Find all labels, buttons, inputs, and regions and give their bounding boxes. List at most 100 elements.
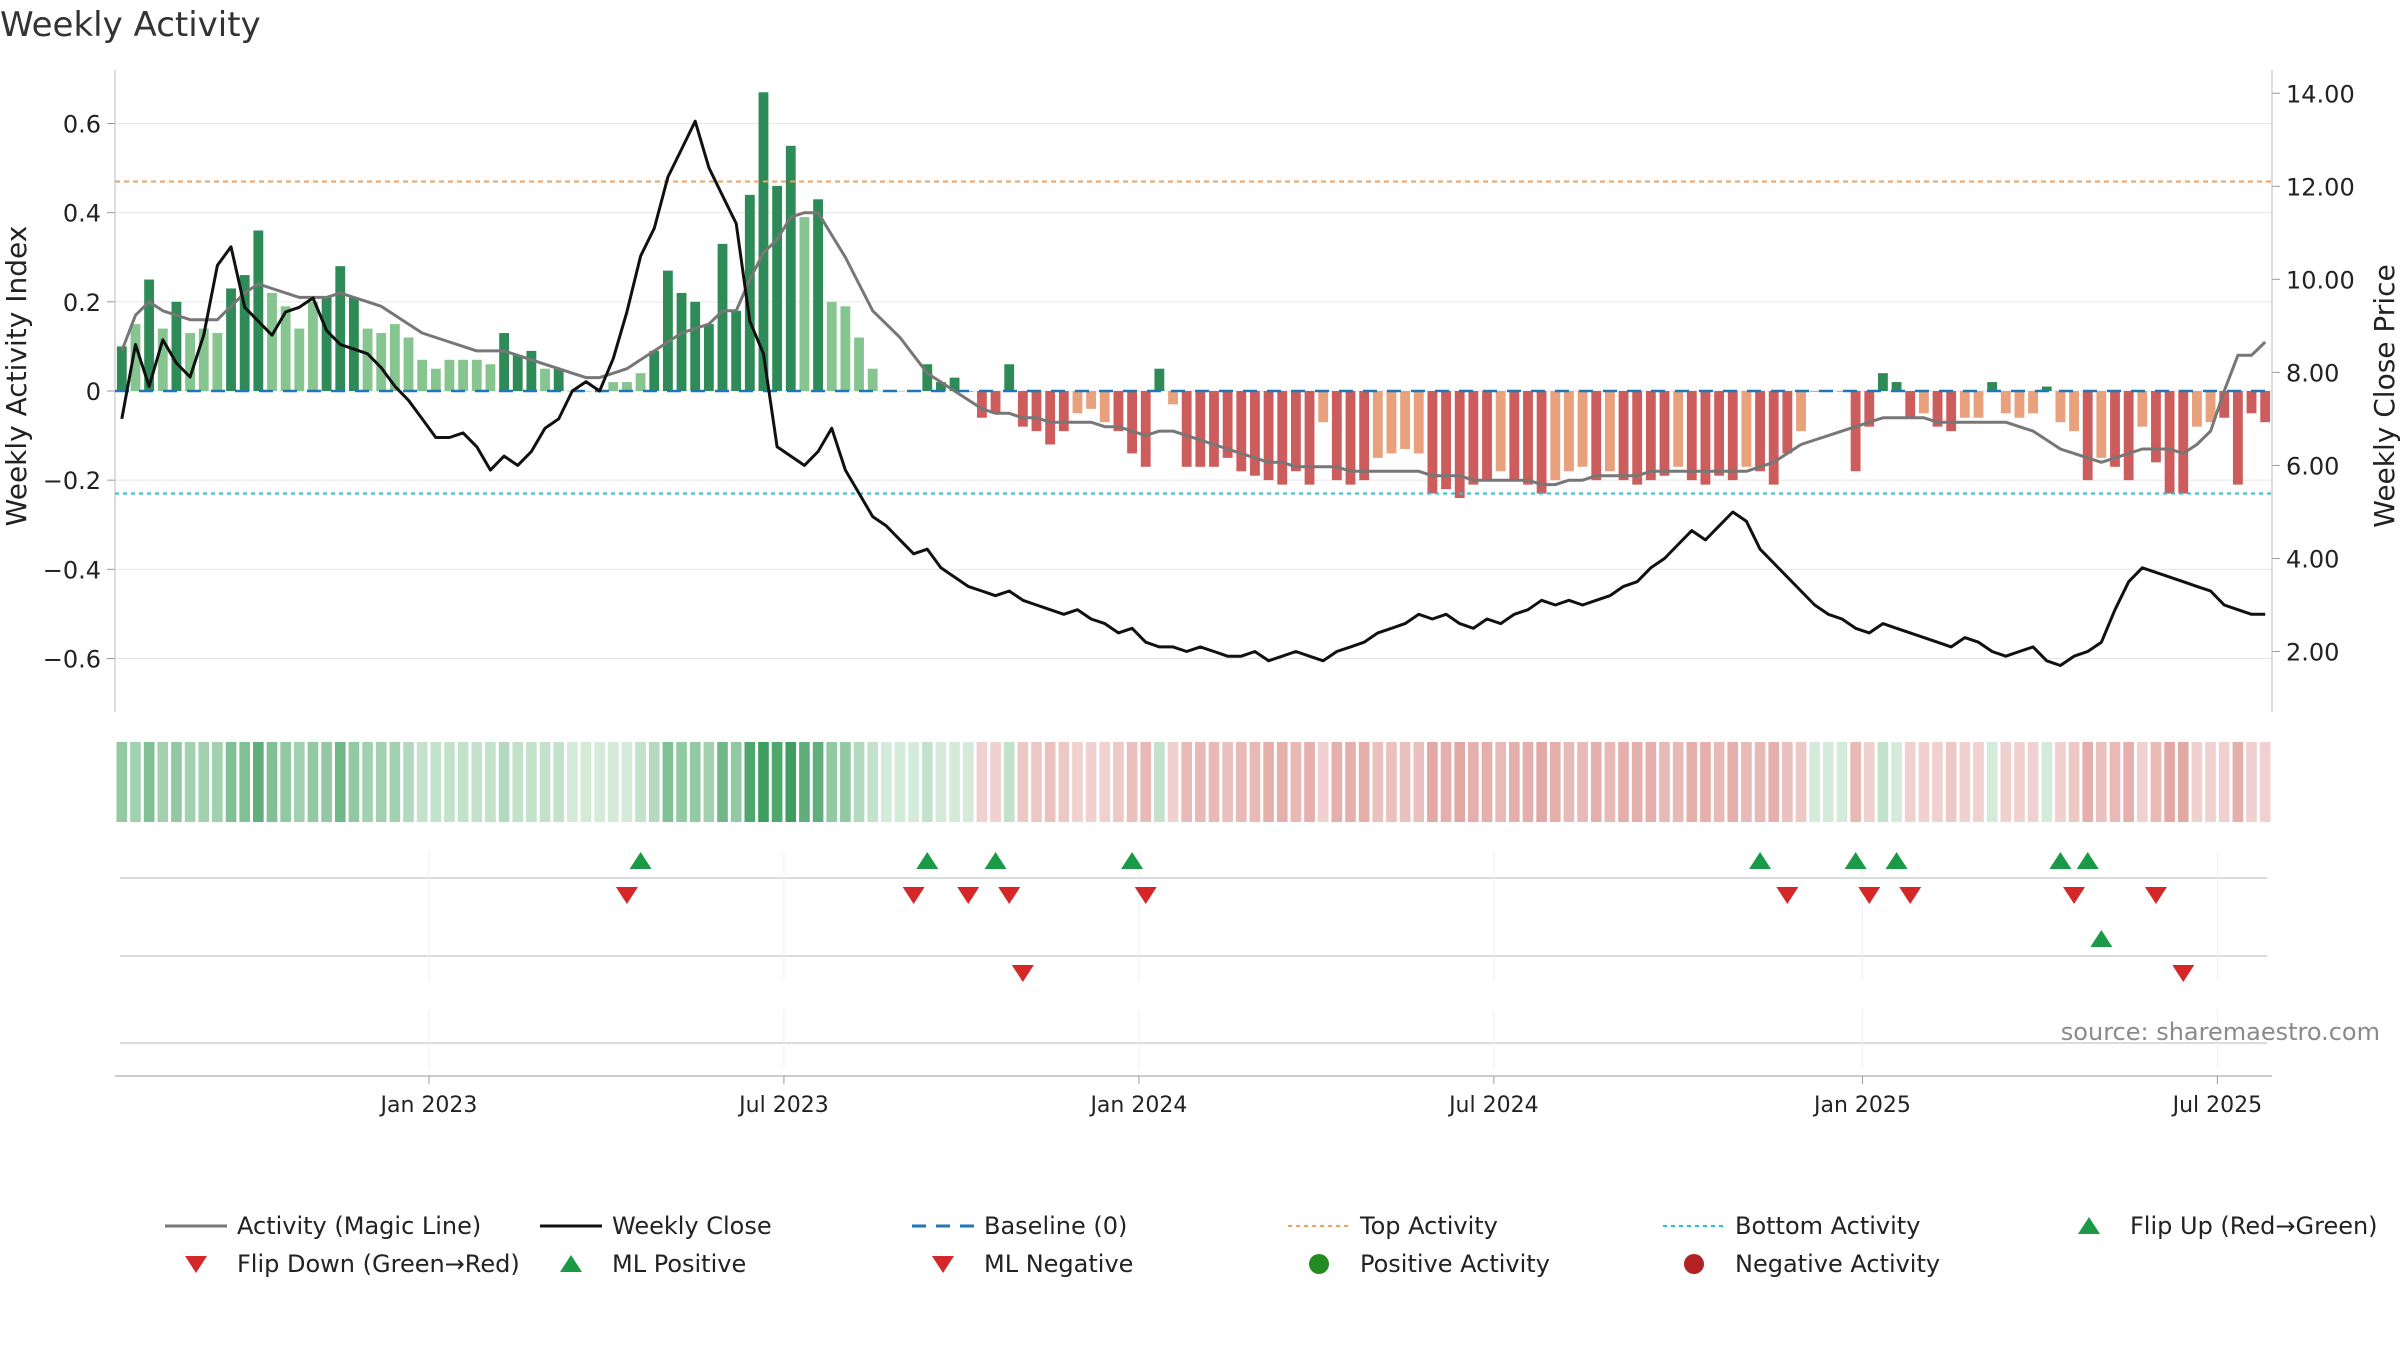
activity-bar <box>936 382 946 391</box>
legend-item: Positive Activity <box>1309 1250 1550 1278</box>
activity-bar <box>1318 391 1329 423</box>
ribbon-cell <box>307 742 319 822</box>
legend-label: Baseline (0) <box>984 1212 1127 1240</box>
ribbon-cell <box>266 742 278 822</box>
ribbon-cell <box>1891 742 1902 822</box>
ribbon-cell <box>512 742 524 822</box>
ribbon-cell <box>730 742 742 822</box>
flip-down-marker <box>615 887 638 904</box>
activity-bar <box>772 185 783 391</box>
ribbon-cell <box>921 742 933 822</box>
activity-bar <box>253 230 264 391</box>
activity-bar <box>1386 391 1397 454</box>
ribbon-cell <box>1809 742 1820 822</box>
activity-bar <box>2014 391 2025 418</box>
right-y-axis: 14.00 12.00 10.00 8.00 6.00 4.00 2.00 <box>2271 70 2355 712</box>
legend-item: Flip Down (Green→Red) <box>185 1250 520 1278</box>
activity-bar <box>1850 391 1861 472</box>
activity-bar <box>526 350 537 391</box>
ribbon-cell <box>1126 742 1138 822</box>
legend-item: Weekly Close <box>540 1212 772 1240</box>
ribbon-cell <box>239 742 251 822</box>
flip-down-marker <box>1899 887 1922 904</box>
flip-down-marker <box>2063 887 2086 904</box>
activity-bar <box>1004 364 1015 391</box>
ribbon-cell <box>990 742 1001 822</box>
ribbon-cell <box>2014 742 2025 822</box>
ribbon-cell <box>1413 742 1425 822</box>
ribbon-cell <box>1549 742 1561 822</box>
activity-bar <box>1673 391 1684 467</box>
ribbon-cell <box>1727 742 1739 822</box>
ribbon-cell <box>526 742 537 822</box>
ribbon-cell <box>867 742 879 822</box>
x-tick-label: Jul 2023 <box>737 1093 829 1118</box>
legend-item: ML Positive <box>560 1250 746 1278</box>
right-tick-label: 14.00 <box>2286 80 2355 108</box>
ribbon-cell <box>1973 742 1984 822</box>
ribbon-cell <box>1918 742 1930 822</box>
activity-bar <box>895 391 905 392</box>
legend-label: Positive Activity <box>1360 1250 1550 1278</box>
ribbon-cell <box>1399 742 1411 822</box>
activity-bar <box>1031 391 1042 432</box>
ribbon-cell <box>1577 742 1588 822</box>
activity-bar <box>1154 368 1165 391</box>
activity-bar <box>2151 391 2161 463</box>
ribbon-cell <box>553 742 565 822</box>
ribbon-cell <box>2191 742 2203 822</box>
activity-bar <box>717 243 728 391</box>
left-tick-label: −0.2 <box>43 467 101 495</box>
activity-bar <box>1809 391 1820 392</box>
activity-bar <box>2082 391 2093 481</box>
ribbon-cell <box>2082 742 2094 822</box>
ribbon-cell <box>689 742 701 822</box>
ribbon-cell <box>1427 742 1438 822</box>
ribbon-cell <box>1850 742 1861 822</box>
activity-bar <box>2164 391 2175 494</box>
activity-bar <box>362 328 373 391</box>
ribbon-cell <box>444 742 455 822</box>
ribbon-cell <box>2177 742 2189 822</box>
activity-bar <box>1017 391 1028 427</box>
legend-swatch <box>932 1256 954 1273</box>
legend-label: Weekly Close <box>612 1212 772 1240</box>
activity-bar <box>1113 391 1124 432</box>
ribbon-cell <box>1768 742 1780 822</box>
activity-bar <box>799 217 810 391</box>
activity-bar <box>976 391 987 418</box>
activity-bar <box>826 301 837 391</box>
ribbon-cell <box>1113 742 1124 822</box>
ribbon-cell <box>894 742 906 822</box>
activity-bar <box>1263 391 1274 481</box>
ribbon-cell <box>375 742 387 822</box>
ribbon-cell <box>184 742 196 822</box>
ribbon-cell <box>635 742 646 822</box>
flip-up-marker <box>916 852 939 869</box>
activity-bar <box>1222 391 1233 458</box>
ml-positive-marker <box>2090 930 2113 947</box>
ribbon-cell <box>2218 742 2230 822</box>
flip-down-marker <box>902 887 925 904</box>
activity-bar <box>226 288 236 391</box>
activity-bar <box>867 368 878 391</box>
ribbon-cell <box>1536 742 1547 822</box>
legend-swatch <box>560 1255 582 1272</box>
activity-bar <box>608 382 619 391</box>
activity-bar <box>1604 391 1615 472</box>
activity-bar <box>499 333 509 391</box>
activity-bar <box>635 373 646 391</box>
activity-bar <box>185 333 196 391</box>
activity-bar <box>376 333 387 391</box>
magic-line <box>120 211 2267 487</box>
ribbon-cell <box>130 742 141 822</box>
ribbon-cell <box>1754 742 1766 822</box>
activity-bar <box>1482 391 1492 481</box>
ribbon-cell <box>1672 742 1684 822</box>
activity-bar <box>280 306 291 391</box>
flip-down-marker <box>1776 887 1799 904</box>
ribbon-cell <box>280 742 291 822</box>
activity-bar <box>1127 391 1137 454</box>
ribbon-cell <box>2246 742 2257 822</box>
ribbon-cell <box>1700 742 1711 822</box>
